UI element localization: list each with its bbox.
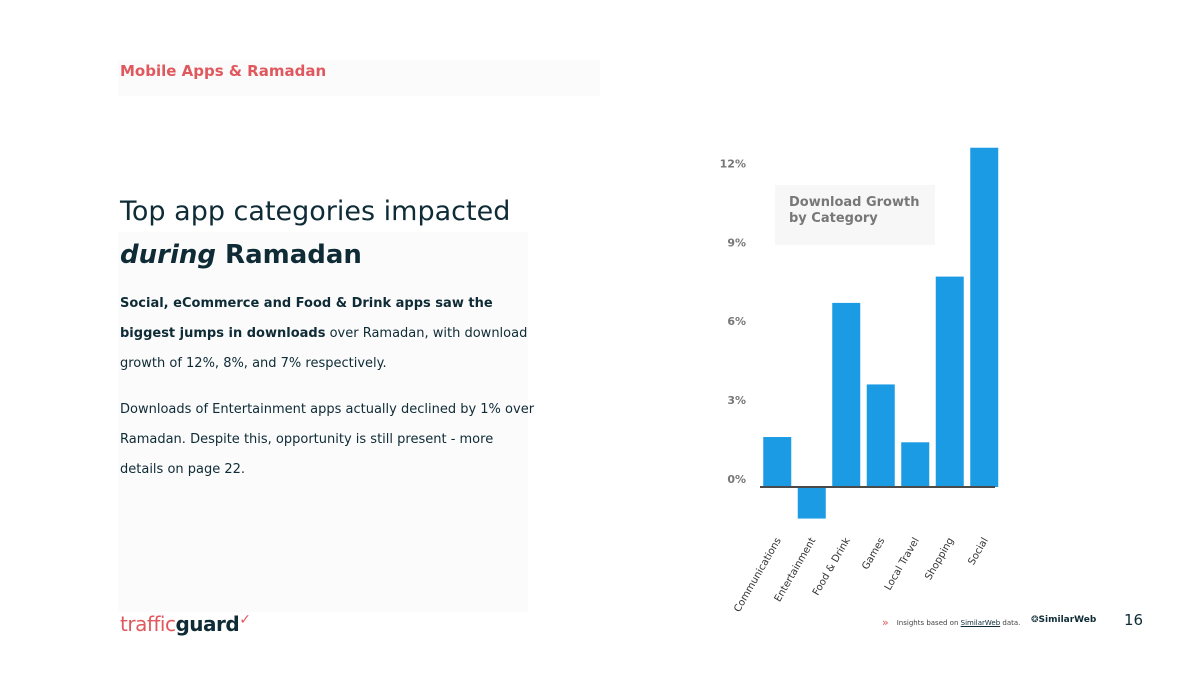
source-link[interactable]: SimilarWeb (960, 618, 1001, 627)
headline-line-2: during Ramadan (120, 240, 362, 270)
similarweb-logo: ❂SimilarWeb (1031, 615, 1097, 625)
source-suffix: data. (1002, 618, 1021, 627)
chart-title-line-1: Download Growth (789, 195, 919, 210)
source-attribution: » Insights based on SimilarWeb data. (882, 616, 1020, 629)
chart-title: Download Growth by Category (789, 195, 919, 226)
text-panel (118, 232, 528, 612)
chart-title-line-2: by Category (789, 211, 878, 226)
headline-emphasis: during (120, 240, 216, 270)
logo-text-light: traffic (120, 612, 176, 636)
source-prefix: Insights based on (896, 618, 959, 627)
chart-title-bg (775, 185, 935, 245)
section-title: Mobile Apps & Ramadan (120, 62, 327, 80)
x-tick-label: Local Travel (883, 536, 922, 592)
y-axis: 0% 3% 6% 9% 12% (720, 157, 746, 486)
trafficguard-logo: trafficguard✓ (120, 612, 251, 636)
bar-social (970, 147, 999, 488)
x-tick-label: Communications (732, 536, 784, 614)
bar-local-travel (901, 442, 930, 487)
logo-text-bold: guard (175, 612, 240, 636)
body-paragraph-1-bold: Social, eCommerce and Food & Drink apps … (120, 296, 493, 341)
bar-communications (763, 437, 792, 487)
y-tick-label: 3% (727, 394, 746, 407)
bar-games (866, 384, 895, 487)
body-paragraph-1: Social, eCommerce and Food & Drink apps … (120, 289, 540, 379)
partner-logo-text: SimilarWeb (1038, 615, 1097, 625)
y-tick-label: 6% (727, 315, 746, 328)
body-paragraph-2: Downloads of Entertainment apps actually… (120, 402, 535, 477)
headline-line-1: Top app categories impacted (120, 196, 511, 227)
y-tick-label: 0% (727, 473, 746, 486)
section-band (118, 60, 600, 96)
x-tick-label: Games (860, 536, 887, 572)
page-number: 16 (1124, 611, 1144, 629)
headline-rest: Ramadan (225, 240, 362, 270)
bar-series (763, 147, 999, 519)
y-tick-label: 9% (727, 236, 746, 249)
x-tick-label: Food & Drink (811, 536, 853, 598)
chevron-right-icon: » (882, 616, 889, 629)
x-tick-label: Social (966, 536, 990, 567)
y-tick-label: 12% (720, 157, 746, 170)
body-paragraph-1-rest: over Ramadan, with download growth of 12… (120, 326, 528, 371)
bar-shopping (935, 276, 964, 487)
logo-mark-icon: ✓ (239, 612, 251, 628)
bar-food-drink (832, 302, 861, 487)
x-tick-label: Shopping (923, 536, 956, 582)
bar-entertainment (797, 487, 826, 519)
